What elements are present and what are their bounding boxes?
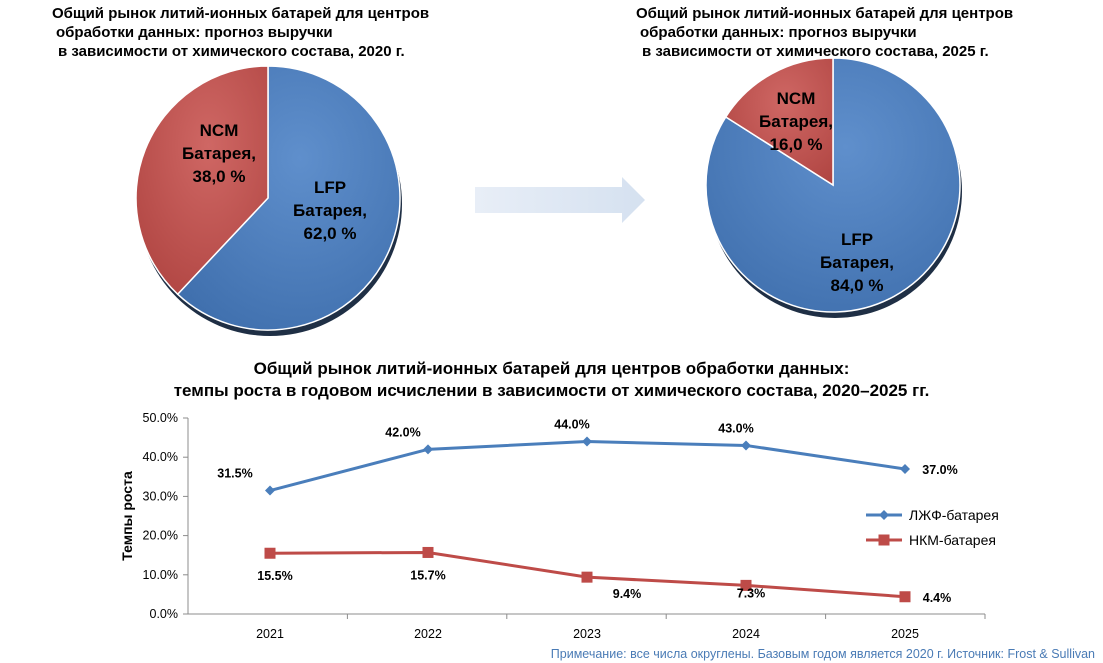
pie-2020-title-line: обработки данных: прогноз выручки <box>56 24 333 41</box>
data-label: 43.0% <box>718 421 753 435</box>
series-marker <box>422 546 434 558</box>
line-chart-title-line: Общий рынок литий-ионных батарей для цен… <box>253 359 850 378</box>
data-label: 15.5% <box>257 569 292 583</box>
pie-2025-title-line: Общий рынок литий-ионных батарей для цен… <box>636 5 1014 22</box>
pie-slice <box>176 65 401 331</box>
pie-2020-title: Общий рынок литий-ионных батарей для цен… <box>52 4 429 61</box>
y-tick-label: 50.0% <box>143 411 178 425</box>
legend-label: ЛЖФ-батарея <box>909 507 999 523</box>
data-label: 37.0% <box>922 463 957 477</box>
transition-arrow <box>475 177 645 223</box>
pie-slice-label: NCM Батарея, 38,0 % <box>182 121 256 186</box>
data-label: 9.4% <box>613 587 642 601</box>
pie-2025-title-line: в зависимости от химического состава, 20… <box>642 43 989 60</box>
pie-2020-title-line: Общий рынок литий-ионных батарей для цен… <box>52 5 430 22</box>
footnote: Примечание: все числа округлены. Базовым… <box>550 647 1095 661</box>
series-marker <box>741 440 751 451</box>
data-label: 4.4% <box>923 591 952 605</box>
series-marker <box>900 463 910 474</box>
data-label: 7.3% <box>737 586 766 600</box>
series-marker <box>582 436 592 447</box>
pie-slice <box>724 57 834 187</box>
x-tick-label: 2022 <box>414 627 442 641</box>
y-axis-label: Темпы роста <box>119 471 135 561</box>
y-tick-label: 10.0% <box>143 568 178 582</box>
pie-chart-2025: LFP Батарея, 84,0 % NCM Батарея, 16,0 % <box>705 57 962 318</box>
data-label: 44.0% <box>554 418 589 432</box>
series-marker <box>423 444 433 455</box>
pie-slice-label: LFP Батарея, 84,0 % <box>820 230 894 295</box>
series-marker <box>581 571 593 583</box>
series-marker <box>265 485 275 496</box>
x-tick-label: 2025 <box>891 627 919 641</box>
legend-marker <box>879 510 889 520</box>
pie-chart-2020: LFP Батарея, 62,0 % NCM Батарея, 38,0 % <box>135 65 402 336</box>
series-marker <box>899 591 911 603</box>
series-marker <box>264 547 276 559</box>
pie-2025-title-line: обработки данных: прогноз выручки <box>640 24 917 41</box>
data-label: 31.5% <box>217 467 252 481</box>
data-label: 42.0% <box>385 425 420 439</box>
pie-slice <box>135 65 269 296</box>
data-label: 15.7% <box>410 568 445 582</box>
line-chart-title-line: темпы роста в годовом исчислении в завис… <box>173 381 930 400</box>
y-tick-label: 30.0% <box>143 489 178 503</box>
pie-slice-label: LFP Батарея, 62,0 % <box>293 178 367 243</box>
legend-marker <box>878 534 890 546</box>
y-tick-label: 0.0% <box>150 607 179 621</box>
y-tick-label: 40.0% <box>143 450 178 464</box>
pie-2025-title: Общий рынок литий-ионных батарей для цен… <box>636 4 1013 61</box>
legend-label: НКМ-батарея <box>909 532 996 548</box>
series-line <box>269 440 906 492</box>
line-chart-title: Общий рынок литий-ионных батарей для цен… <box>0 358 1103 402</box>
series-marker <box>740 579 752 591</box>
x-tick-label: 2021 <box>256 627 284 641</box>
line-chart-growth: 0.0% 10.0% 20.0% 30.0% 40.0% 50.0% 2021 2022 202… <box>119 411 999 641</box>
x-tick-label: 2023 <box>573 627 601 641</box>
x-tick-label: 2024 <box>732 627 760 641</box>
y-tick-label: 20.0% <box>143 529 178 543</box>
pie-2020-title-line: в зависимости от химического состава, 20… <box>58 43 405 60</box>
pie-slice-label: NCM Батарея, 16,0 % <box>759 89 833 154</box>
